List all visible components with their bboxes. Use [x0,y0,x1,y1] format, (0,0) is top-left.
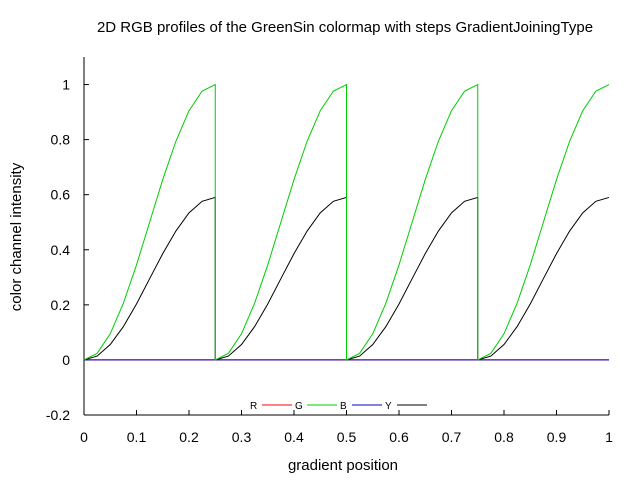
y-axis-label: color channel intensity [8,162,25,311]
x-axis-label: gradient position [288,457,398,474]
x-tick-label: 0.1 [127,429,147,445]
y-tick-label: 1 [62,77,70,93]
legend-label-r: R [250,401,257,412]
series-layer [83,83,610,361]
x-tick-label: 0.8 [494,429,514,445]
x-tick-label: 0.6 [389,429,409,445]
x-tick-label: 0.4 [284,429,304,445]
chart-title: 2D RGB profiles of the GreenSin colormap… [97,19,593,36]
y-tick-label: 0.2 [51,297,71,313]
y-tick-label: 0.8 [51,132,71,148]
x-tick-label: 1 [605,429,613,445]
y-tick-label: -0.2 [46,407,70,423]
x-tick-label: 0.3 [232,429,252,445]
y-tick-label: 0.6 [51,187,71,203]
y-tick-label: 0 [62,352,70,368]
y-tick-label: 0.4 [51,242,71,258]
legend-label-b: B [340,401,347,412]
x-tick-label: 0.9 [547,429,567,445]
legend-label-g: G [295,401,303,412]
x-tick-label: 0.2 [179,429,199,445]
x-tick-label: 0 [80,429,88,445]
x-tick-label: 0.5 [337,429,357,445]
series-g-line [83,83,610,361]
axes: 0 0.1 0.2 0.3 0.4 0.5 0.6 0.7 0.8 0.9 1 -0.2 0 0.2 0.4… [46,57,613,445]
legend-label-y: Y [385,401,392,412]
x-tick-label: 0.7 [442,429,462,445]
